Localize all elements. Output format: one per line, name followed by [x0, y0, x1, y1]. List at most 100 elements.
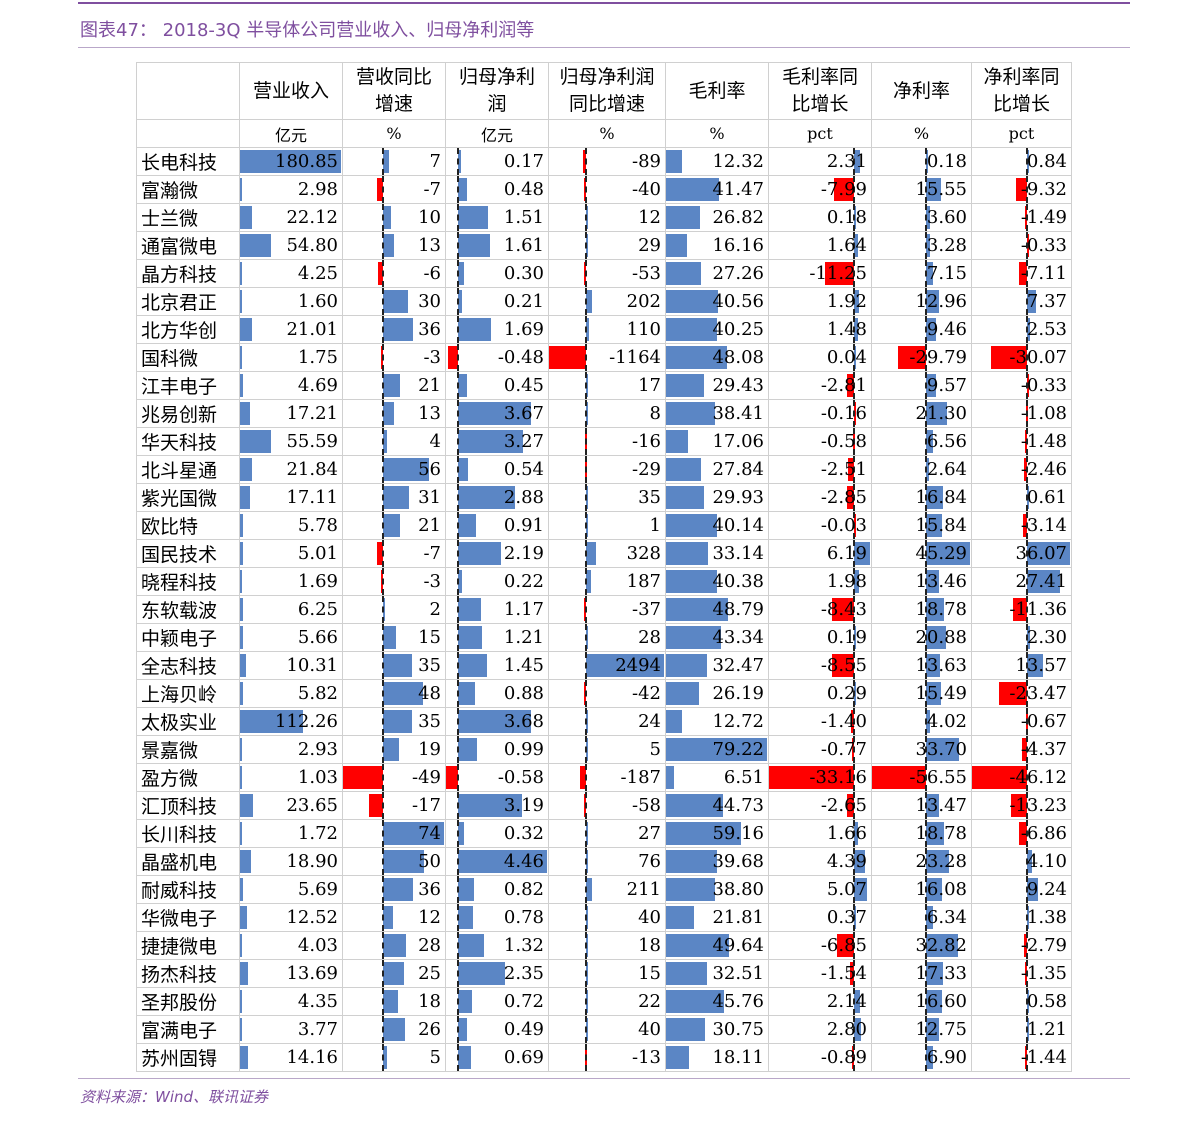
positive-data-bar	[1026, 878, 1038, 901]
cell-value: -2.81	[820, 375, 867, 396]
positive-data-bar	[457, 374, 467, 397]
data-cell: 1.66	[768, 819, 872, 848]
data-bar-cell: -13.23	[973, 792, 1071, 819]
data-cell: 4.39	[768, 847, 872, 876]
data-cell: 5.78	[239, 511, 343, 540]
cell-value: -0.03	[820, 515, 867, 536]
column-unit: 亿元	[445, 119, 549, 148]
zero-axis-line	[584, 512, 587, 539]
data-bar-cell: 0.21	[447, 288, 548, 315]
zero-axis-line	[925, 960, 928, 987]
data-cell: -0.58	[768, 427, 872, 456]
data-bar-cell: 1.69	[240, 569, 342, 595]
data-cell: 3.67	[445, 399, 549, 428]
cell-value: 1.69	[503, 319, 544, 340]
cell-value: -1.48	[1020, 431, 1067, 452]
cell-value: -17	[412, 795, 441, 816]
positive-data-bar	[240, 542, 243, 565]
positive-data-bar	[240, 598, 244, 621]
cell-value: 5.69	[297, 879, 338, 900]
column-header-line: 增速	[374, 93, 413, 115]
cell-value: 4	[429, 431, 441, 452]
data-bar-cell: 2.31	[770, 148, 871, 175]
cell-value: 1.75	[297, 347, 338, 368]
data-cell: 17.11	[239, 483, 343, 512]
zero-axis-line	[853, 232, 856, 259]
positive-data-bar	[854, 1018, 862, 1041]
data-cell: 3.28	[871, 231, 972, 260]
zero-axis-line	[382, 652, 385, 679]
negative-data-bar	[999, 682, 1027, 705]
zero-axis-line	[584, 596, 587, 623]
data-bar-cell: 2.88	[447, 484, 548, 511]
zero-axis-line	[456, 848, 459, 875]
positive-data-bar	[926, 962, 944, 985]
cell-value: 0.18	[826, 207, 867, 228]
data-cell: -23.47	[971, 679, 1072, 708]
company-name: 长川科技	[136, 819, 240, 848]
cell-value: 32.82	[915, 935, 967, 956]
zero-axis-line	[584, 680, 587, 707]
zero-axis-line	[1025, 848, 1028, 875]
zero-axis-line	[1025, 708, 1028, 735]
data-bar-cell: 1.60	[240, 289, 342, 315]
data-bar-cell: 18.78	[873, 820, 971, 847]
zero-axis-line	[456, 428, 459, 455]
positive-data-bar	[854, 822, 859, 845]
cell-value: -1.40	[820, 711, 867, 732]
data-bar-cell: 30.75	[666, 1017, 768, 1043]
company-name: 兆易创新	[136, 399, 240, 428]
zero-axis-line	[382, 764, 385, 791]
table-row: 苏州固锝 14.16 5 0.69 -13 18.11 -0.89 6.90 -1.44	[136, 1043, 1072, 1072]
negative-data-bar	[850, 962, 855, 985]
data-cell: 7.37	[971, 287, 1072, 316]
data-cell: 32.51	[665, 959, 769, 988]
positive-data-bar	[383, 710, 412, 733]
cell-value: 17.11	[286, 487, 338, 508]
data-cell: 6.25	[239, 595, 343, 624]
positive-data-bar	[240, 710, 303, 733]
data-bar-cell: -33.16	[769, 764, 871, 791]
cell-value: 76	[638, 851, 661, 872]
zero-axis-line	[925, 652, 928, 679]
data-cell: 40.56	[665, 287, 769, 316]
zero-axis-line	[1025, 596, 1028, 623]
positive-data-bar	[457, 402, 532, 425]
data-bar-cell: 0.84	[973, 148, 1071, 175]
positive-data-bar	[666, 262, 701, 285]
negative-data-bar	[378, 262, 384, 285]
data-cell: 2	[342, 595, 446, 624]
positive-data-bar	[854, 626, 857, 649]
cell-value: -0.67	[1020, 711, 1067, 732]
positive-data-bar	[666, 486, 705, 509]
data-cell: -29	[548, 455, 666, 484]
data-bar-cell: 16.16	[666, 233, 768, 259]
cell-value: 35	[418, 655, 441, 676]
positive-data-bar	[383, 962, 404, 985]
data-bar-cell: 35	[550, 484, 665, 511]
cell-value: 15	[638, 963, 661, 984]
zero-axis-line	[853, 512, 856, 539]
zero-axis-line	[925, 988, 928, 1015]
column-header: 归母净利润 同比增速	[548, 62, 666, 120]
data-cell: 112.26	[239, 707, 343, 736]
positive-data-bar	[854, 878, 868, 901]
data-bar-cell: 3.60	[873, 204, 971, 231]
positive-data-bar	[926, 206, 930, 229]
column-unit: %	[665, 119, 769, 148]
zero-axis-line	[382, 848, 385, 875]
negative-data-bar	[846, 486, 855, 509]
data-cell: 18.11	[665, 1043, 769, 1072]
data-bar-cell: 0.18	[873, 148, 971, 175]
cell-value: 0.04	[826, 347, 867, 368]
positive-data-bar	[666, 402, 715, 425]
positive-data-bar	[240, 150, 341, 173]
zero-axis-line	[925, 456, 928, 483]
cell-value: 12	[638, 207, 661, 228]
data-table-container: 营业收入 营收同比 增速 归母净利润 归母净利润 同比增速 毛利率 毛利率同 比增长 …	[136, 62, 1072, 1072]
cell-value: 0.48	[503, 179, 544, 200]
data-bar-cell: 4.02	[873, 708, 971, 735]
cell-value: 0.18	[926, 151, 967, 172]
data-cell: -30.07	[971, 343, 1072, 372]
data-cell: -1.49	[971, 203, 1072, 232]
